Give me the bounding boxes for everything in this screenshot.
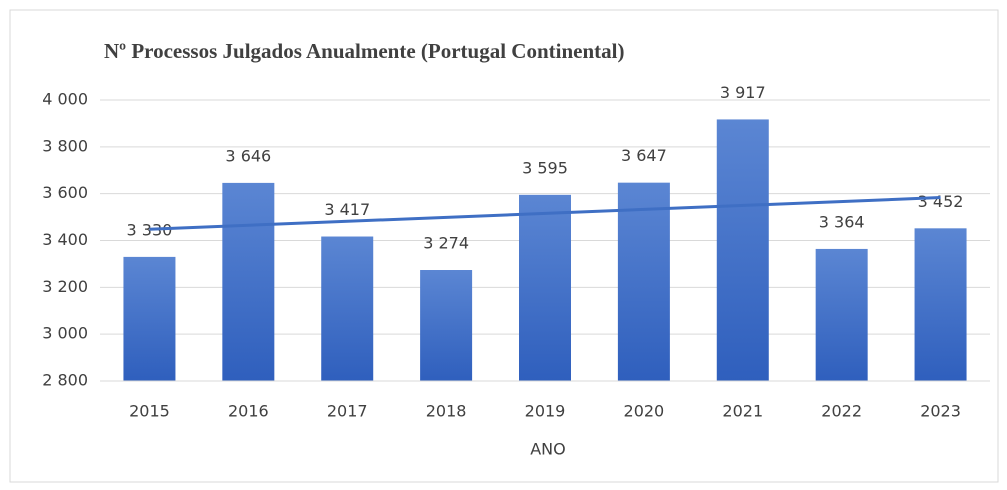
- value-label: 3 646: [225, 146, 271, 165]
- y-tick-label: 3 400: [42, 230, 88, 249]
- y-tick-label: 3 000: [42, 324, 88, 343]
- value-label: 3 452: [918, 192, 964, 211]
- x-axis-label: ANO: [530, 440, 566, 459]
- bar: [617, 182, 670, 381]
- value-label: 3 647: [621, 146, 667, 165]
- value-label: 3 274: [423, 234, 469, 253]
- bar: [420, 270, 473, 381]
- y-tick-label: 3 800: [42, 136, 88, 155]
- y-tick-label: 4 000: [42, 90, 88, 109]
- x-tick-label: 2023: [920, 402, 961, 421]
- bar: [815, 248, 868, 381]
- y-tick-label: 3 600: [42, 183, 88, 202]
- y-tick-label: 3 200: [42, 277, 88, 296]
- x-tick-label: 2018: [426, 402, 467, 421]
- x-tick-label: 2015: [129, 402, 170, 421]
- chart-border: [9, 9, 999, 483]
- value-label: 3 595: [522, 158, 568, 177]
- bar: [123, 256, 176, 381]
- x-tick-label: 2019: [525, 402, 566, 421]
- value-label: 3 917: [720, 83, 766, 102]
- bar: [519, 194, 571, 381]
- bar: [914, 228, 967, 381]
- bar: [716, 119, 769, 381]
- chart-title: Nº Processos Julgados Anualmente (Portug…: [104, 39, 624, 63]
- value-label: 3 417: [324, 200, 370, 219]
- x-tick-label: 2017: [327, 402, 368, 421]
- x-tick-label: 2021: [722, 402, 763, 421]
- x-tick-label: 2020: [624, 402, 665, 421]
- value-label: 3 364: [819, 212, 865, 231]
- x-tick-label: 2016: [228, 402, 269, 421]
- x-tick-label: 2022: [821, 402, 862, 421]
- bar: [222, 182, 275, 381]
- bar: [321, 236, 374, 381]
- trendline: [149, 196, 941, 231]
- y-tick-label: 2 800: [42, 371, 88, 390]
- value-label: 3 330: [127, 220, 173, 239]
